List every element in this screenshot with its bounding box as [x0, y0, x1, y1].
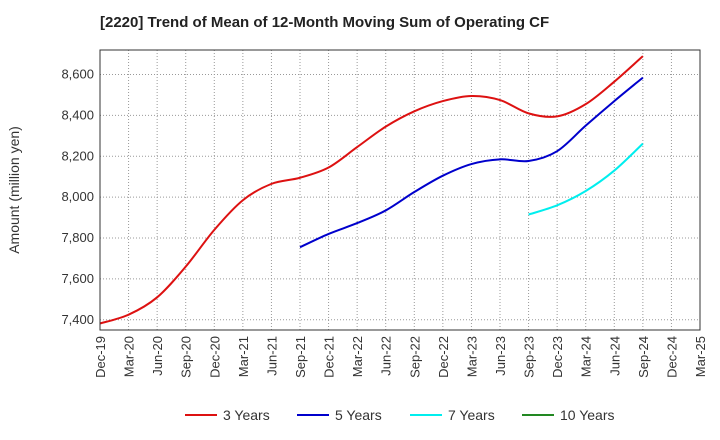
y-axis-label: Amount (million yen)	[6, 126, 22, 254]
x-tick-label: Sep-24	[636, 336, 651, 378]
x-tick-label: Mar-25	[693, 336, 708, 377]
x-tick-label: Jun-24	[607, 336, 622, 376]
y-tick-label: 7,400	[61, 312, 94, 327]
x-tick-label: Mar-23	[464, 336, 479, 377]
plot-area-frame	[99, 49, 701, 331]
legend-label-3-years: 3 Years	[223, 407, 270, 423]
x-tick-label: Dec-19	[93, 336, 108, 378]
x-tick-label: Dec-21	[322, 336, 337, 378]
series-line-5-years	[299, 76, 644, 249]
y-tick-label: 8,000	[61, 189, 94, 204]
series-line-3-years	[99, 55, 644, 325]
x-tick-label: Dec-23	[550, 336, 565, 378]
x-tick-label: Mar-21	[236, 336, 251, 377]
x-tick-label: Sep-20	[179, 336, 194, 378]
y-tick-label: 8,600	[61, 67, 94, 82]
x-tick-label: Dec-20	[207, 336, 222, 378]
x-tick-label: Sep-23	[522, 336, 537, 378]
x-tick-label: Jun-22	[379, 336, 394, 376]
x-tick-label: Mar-22	[350, 336, 365, 377]
x-tick-label: Mar-24	[579, 336, 594, 377]
x-tick-label: Jun-20	[150, 336, 165, 376]
x-tick-label: Jun-21	[264, 336, 279, 376]
y-tick-label: 8,400	[61, 107, 94, 122]
x-tick-label: Jun-23	[493, 336, 508, 376]
x-tick-label: Sep-22	[407, 336, 422, 378]
legend-label-10-years: 10 Years	[560, 407, 615, 423]
x-tick-label: Mar-20	[122, 336, 137, 377]
x-tick-label: Sep-21	[293, 336, 308, 378]
legend-label-7-years: 7 Years	[448, 407, 495, 423]
plot-area-background	[100, 50, 700, 330]
y-tick-label: 8,200	[61, 148, 94, 163]
y-tick-label: 7,800	[61, 230, 94, 245]
series-line-7-years	[528, 142, 644, 216]
x-tick-label: Dec-24	[664, 336, 679, 378]
chart-title: [2220] Trend of Mean of 12-Month Moving …	[100, 14, 550, 31]
x-tick-label: Dec-22	[436, 336, 451, 378]
legend-label-5-years: 5 Years	[335, 407, 382, 423]
y-tick-label: 7,600	[61, 271, 94, 286]
